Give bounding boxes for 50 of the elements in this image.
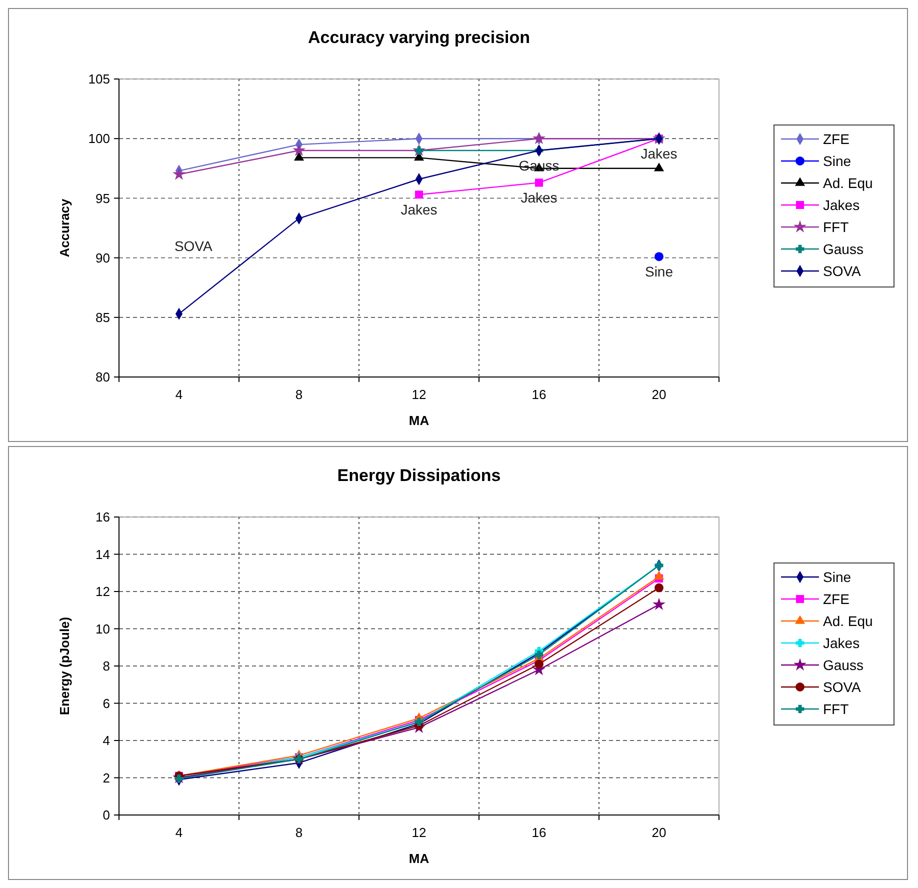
legend-label: Sine xyxy=(823,568,852,585)
y-axis-title: Accuracy xyxy=(57,198,72,258)
y-tick-label: 14 xyxy=(96,546,110,562)
x-tick-label: 16 xyxy=(532,387,546,402)
chart-title: Accuracy varying precision xyxy=(308,28,530,47)
annotation: Jakes xyxy=(640,146,678,162)
legend-label: Ad. Equ xyxy=(823,612,873,629)
x-tick-label: 20 xyxy=(652,387,666,402)
legend-label: SOVA xyxy=(823,678,862,695)
y-tick-label: 16 xyxy=(96,510,110,525)
x-tick-label: 20 xyxy=(652,825,666,840)
y-tick-label: 90 xyxy=(96,250,110,266)
annotation: Sine xyxy=(644,264,674,280)
x-tick-label: 8 xyxy=(295,387,303,402)
x-tick-label: 12 xyxy=(412,825,426,840)
legend-label: FFT xyxy=(823,218,850,235)
y-tick-label: 4 xyxy=(102,733,110,748)
legend-label: Jakes xyxy=(823,196,860,213)
legend-label: Gauss xyxy=(823,656,864,673)
x-axis-title: MA xyxy=(408,851,430,866)
annotation: Jakes xyxy=(400,202,438,218)
legend-label: SOVA xyxy=(823,262,862,279)
x-axis-title: MA xyxy=(408,413,430,428)
y-tick-label: 95 xyxy=(96,190,110,206)
y-tick-label: 2 xyxy=(102,770,110,786)
y-tick-label: 8 xyxy=(102,658,110,674)
y-tick-label: 10 xyxy=(96,621,110,636)
y-axis-title: Energy (pJoule) xyxy=(57,616,72,716)
y-tick-label: 0 xyxy=(102,808,110,823)
y-tick-label: 12 xyxy=(96,584,110,600)
x-tick-label: 4 xyxy=(175,825,183,840)
y-tick-label: 6 xyxy=(102,696,110,711)
legend-label: ZFE xyxy=(823,590,850,607)
legend-label: Gauss xyxy=(823,240,864,257)
legend-label: FFT xyxy=(823,700,850,717)
y-tick-label: 105 xyxy=(88,72,110,87)
chart-title: Energy Dissipations xyxy=(337,466,501,485)
legend-label: ZFE xyxy=(823,130,850,147)
x-tick-label: 4 xyxy=(175,387,183,402)
y-tick-label: 85 xyxy=(96,310,110,325)
legend-label: Jakes xyxy=(823,634,860,651)
annotation: SOVA xyxy=(174,238,213,254)
legend-label: Sine xyxy=(823,152,852,169)
y-tick-label: 80 xyxy=(96,370,110,385)
y-tick-label: 100 xyxy=(88,131,110,146)
annotation: Jakes xyxy=(520,190,558,206)
x-tick-label: 12 xyxy=(412,387,426,402)
legend-label: Ad. Equ xyxy=(823,174,873,191)
x-tick-label: 16 xyxy=(532,825,546,840)
x-tick-label: 8 xyxy=(295,825,303,840)
